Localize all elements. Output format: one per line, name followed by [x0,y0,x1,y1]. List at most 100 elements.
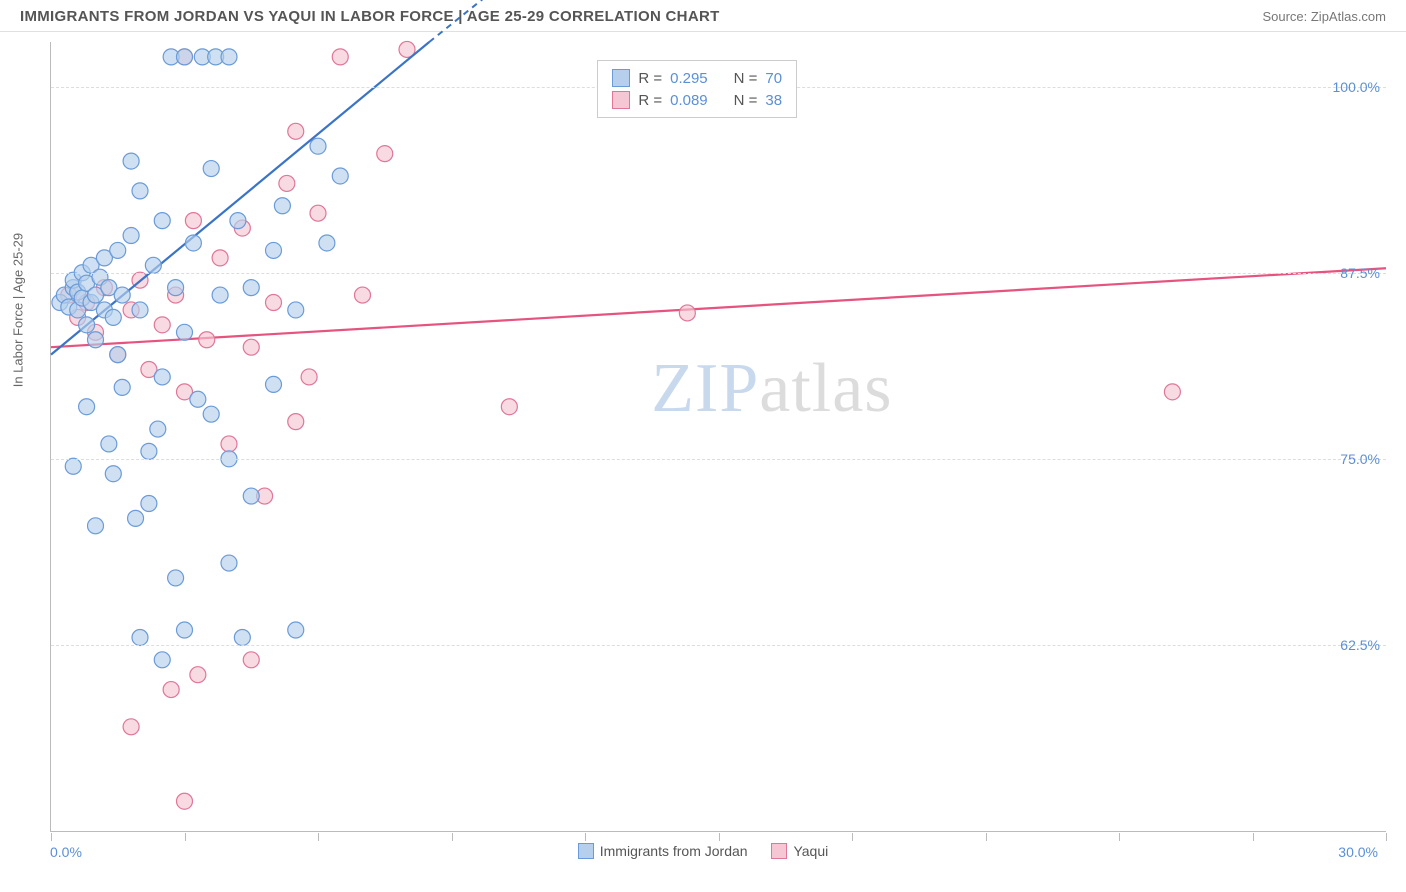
corr-r-label: R = [638,92,662,109]
data-point [266,376,282,392]
data-point [221,436,237,452]
data-point [212,250,228,266]
x-tick [318,833,319,841]
y-tick-label: 87.5% [1340,265,1380,281]
chart-area: In Labor Force | Age 25-29 ZIPatlas 62.5… [0,32,1406,882]
corr-n-label: N = [734,92,758,109]
correlation-legend: R = 0.295 N = 70 R = 0.089 N = 38 [597,60,797,118]
data-point [243,339,259,355]
data-point [301,369,317,385]
data-point [154,213,170,229]
plot-region: ZIPatlas 62.5%75.0%87.5%100.0% [50,42,1386,832]
data-point [123,153,139,169]
x-tick [1386,833,1387,841]
data-point [355,287,371,303]
data-point [114,379,130,395]
gridline-h [51,645,1386,646]
data-point [266,242,282,258]
gridline-h [51,273,1386,274]
data-point [501,399,517,415]
source-name: ZipAtlas.com [1311,9,1386,24]
data-point [185,213,201,229]
data-point [234,629,250,645]
x-tick [585,833,586,841]
data-point [163,682,179,698]
data-point [243,652,259,668]
chart-header: IMMIGRANTS FROM JORDAN VS YAQUI IN LABOR… [0,0,1406,32]
data-point [177,324,193,340]
data-point [154,317,170,333]
data-point [288,302,304,318]
source-prefix: Source: [1262,9,1310,24]
corr-swatch [612,91,630,109]
y-tick-label: 75.0% [1340,451,1380,467]
data-point [221,49,237,65]
data-point [266,295,282,311]
data-point [288,622,304,638]
data-point [288,123,304,139]
data-point [79,317,95,333]
data-point [65,458,81,474]
data-point [110,347,126,363]
x-tick [452,833,453,841]
data-point [150,421,166,437]
corr-swatch [612,69,630,87]
data-point [141,495,157,511]
data-point [203,161,219,177]
legend-swatch-yaqui [771,843,787,859]
x-tick [185,833,186,841]
data-point [230,213,246,229]
data-point [145,257,161,273]
data-point [221,555,237,571]
data-point [212,287,228,303]
plot-svg [51,42,1386,831]
data-point [319,235,335,251]
data-point [128,510,144,526]
data-point [114,287,130,303]
y-axis-label: In Labor Force | Age 25-29 [11,233,26,387]
data-point [101,436,117,452]
data-point [274,198,290,214]
data-point [105,309,121,325]
correlation-row: R = 0.089 N = 38 [612,89,782,111]
data-point [203,406,219,422]
y-tick-label: 100.0% [1333,79,1380,95]
data-point [679,305,695,321]
corr-n-label: N = [734,70,758,87]
data-point [177,622,193,638]
x-tick [719,833,720,841]
data-point [105,466,121,482]
x-tick [852,833,853,841]
legend-label-jordan: Immigrants from Jordan [600,843,748,859]
data-point [123,719,139,735]
x-tick [986,833,987,841]
data-point [310,138,326,154]
legend-item-jordan: Immigrants from Jordan [578,843,748,859]
corr-n-value: 38 [765,92,782,109]
data-point [279,175,295,191]
data-point [168,280,184,296]
data-point [332,168,348,184]
data-point [377,146,393,162]
x-tick [51,833,52,841]
data-point [132,302,148,318]
corr-r-value: 0.089 [670,92,708,109]
data-point [88,332,104,348]
bottom-legend: Immigrants from Jordan Yaqui [0,843,1406,862]
data-point [141,443,157,459]
data-point [88,518,104,534]
data-point [177,49,193,65]
legend-label-yaqui: Yaqui [793,843,828,859]
data-point [132,183,148,199]
data-point [154,652,170,668]
data-point [243,488,259,504]
chart-source: Source: ZipAtlas.com [1262,9,1386,24]
corr-r-value: 0.295 [670,70,708,87]
data-point [288,414,304,430]
legend-item-yaqui: Yaqui [771,843,828,859]
x-tick [1253,833,1254,841]
corr-n-value: 70 [765,70,782,87]
data-point [199,332,215,348]
data-point [190,667,206,683]
corr-r-label: R = [638,70,662,87]
